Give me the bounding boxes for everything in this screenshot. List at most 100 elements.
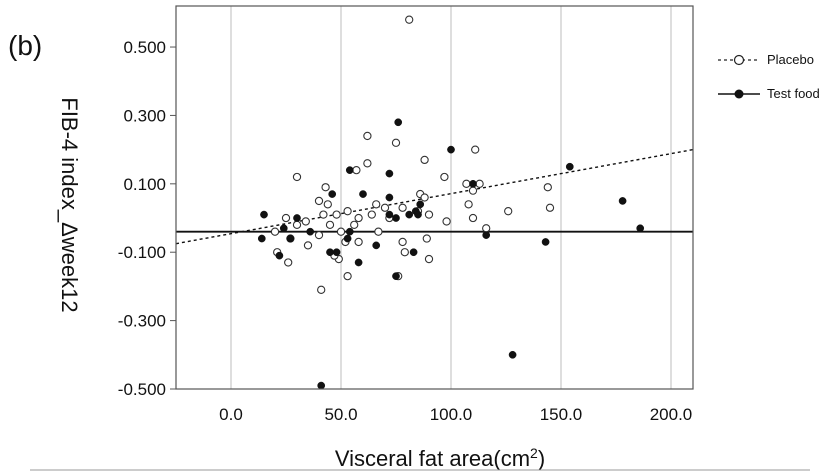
test-food-point: [508, 350, 517, 359]
placebo-point: [281, 213, 291, 223]
placebo-point: [314, 230, 324, 240]
placebo-point: [352, 165, 361, 175]
test-food-point: [541, 238, 550, 246]
test-food-point: [392, 272, 400, 281]
x-tick-label: 200.0: [650, 405, 693, 424]
y-tick-label: -0.300: [118, 312, 166, 331]
legend-test-food-label: Test food: [767, 86, 820, 101]
test-food-point: [385, 169, 394, 178]
data-points: [257, 15, 645, 390]
placebo-point: [372, 200, 381, 209]
placebo-point: [319, 210, 328, 219]
placebo-point: [363, 159, 372, 168]
x-tick-label: 50.0: [324, 405, 357, 424]
y-tick-label: 0.100: [123, 175, 166, 194]
placebo-point: [482, 224, 491, 233]
placebo-point: [398, 203, 407, 212]
test-food-point: [275, 251, 284, 260]
test-food-point: [394, 118, 403, 127]
placebo-point: [391, 138, 401, 147]
panel-label: (b): [8, 30, 42, 61]
placebo-point: [284, 258, 293, 267]
placebo-point: [543, 183, 552, 192]
placebo-point: [325, 220, 335, 230]
test-food-point: [447, 145, 455, 154]
test-food-point: [618, 197, 627, 205]
legend-placebo-label: Placebo: [767, 52, 814, 67]
placebo-point: [301, 217, 310, 226]
placebo-point: [475, 179, 484, 188]
y-tick-label: -0.500: [118, 380, 166, 399]
test-food-point: [354, 258, 363, 267]
test-food-point: [293, 214, 301, 222]
placebo-point: [292, 220, 302, 230]
placebo-point: [420, 193, 429, 202]
test-food-point: [332, 248, 341, 257]
legend-test-food-marker: [734, 89, 744, 99]
legend-placebo-marker: [733, 54, 745, 66]
placebo-point: [314, 196, 324, 206]
test-food-point: [385, 210, 394, 219]
placebo-point: [350, 220, 359, 230]
test-food-point: [565, 162, 574, 171]
placebo-point: [332, 210, 341, 219]
y-tick-label: -0.100: [118, 243, 166, 262]
placebo-point: [374, 227, 383, 236]
test-food-point: [385, 193, 394, 202]
test-food-point: [392, 214, 400, 222]
x-tick-label: 100.0: [430, 405, 473, 424]
test-food-point: [343, 234, 352, 243]
test-food-point: [409, 248, 418, 257]
test-food-point: [372, 241, 381, 250]
regression-lines: [175, 148, 694, 245]
placebo-point: [354, 213, 363, 223]
test-food-point: [416, 200, 425, 209]
placebo-point: [380, 203, 390, 212]
placebo-fit-line: [175, 148, 694, 245]
x-tick-label: 150.0: [540, 405, 583, 424]
test-food-point: [636, 224, 645, 233]
test-food-point: [345, 166, 354, 174]
test-food-point: [326, 248, 334, 257]
placebo-point: [367, 210, 376, 219]
placebo-point: [317, 285, 326, 294]
placebo-point: [442, 217, 451, 226]
legend-item-placebo: Placebo: [718, 52, 814, 67]
placebo-point: [323, 200, 332, 209]
x-tick-labels: 0.0 50.0 100.0 150.0 200.0: [219, 405, 692, 424]
placebo-point: [398, 237, 407, 247]
test-food-point: [257, 234, 266, 243]
placebo-point: [504, 207, 513, 216]
test-food-point: [328, 190, 337, 198]
test-food-point: [414, 210, 422, 219]
test-food-point: [317, 381, 326, 390]
y-tick-label: 0.500: [123, 38, 166, 57]
y-tick-label: 0.300: [123, 106, 166, 125]
placebo-point: [464, 200, 473, 209]
placebo-point: [336, 227, 346, 236]
test-food-point: [306, 227, 315, 236]
test-food-point: [345, 227, 354, 236]
placebo-point: [343, 272, 352, 281]
test-food-point: [482, 231, 491, 239]
y-axis-title: FIB-4 index_Δweek12: [57, 97, 82, 312]
placebo-point: [440, 172, 449, 182]
test-food-point: [359, 190, 367, 198]
grid-lines: [230, 6, 672, 389]
placebo-point: [303, 241, 313, 250]
test-food-point: [405, 210, 414, 219]
test-food-point: [469, 179, 477, 188]
placebo-point: [424, 210, 434, 219]
placebo-point: [545, 203, 555, 212]
placebo-point: [420, 155, 429, 165]
placebo-point: [468, 186, 478, 195]
placebo-point: [354, 237, 363, 247]
placebo-point: [343, 207, 352, 216]
placebo-point: [400, 248, 409, 257]
legend: Placebo Test food: [718, 52, 820, 101]
placebo-point: [422, 234, 431, 243]
x-tick-label: 0.0: [219, 405, 243, 424]
x-axis-title: Visceral fat area(cm2): [335, 445, 545, 471]
test-food-point: [286, 234, 295, 243]
